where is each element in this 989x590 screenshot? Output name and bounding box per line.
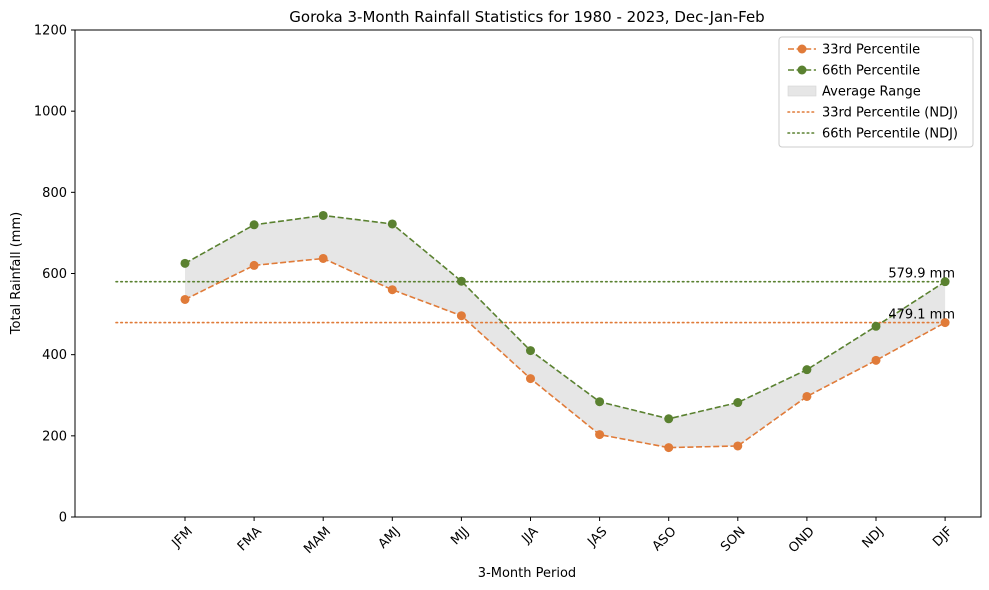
data-point-66th	[733, 398, 743, 408]
data-point-66th	[180, 258, 190, 268]
x-tick-label: MAM	[301, 524, 334, 557]
data-point-66th	[595, 397, 605, 407]
x-tick-label: JFM	[169, 524, 196, 551]
x-tick-label: JJA	[518, 524, 541, 547]
y-tick-label: 800	[42, 186, 67, 201]
y-tick-label: 600	[42, 267, 67, 282]
x-tick-label: FMA	[235, 524, 265, 554]
data-point-66th	[871, 321, 881, 331]
x-tick-label: ASO	[650, 524, 680, 554]
x-tick-label: OND	[786, 524, 818, 556]
data-point-66th	[664, 414, 674, 424]
y-tick-label: 200	[42, 429, 67, 444]
data-point-66th	[526, 346, 535, 356]
x-tick-label: NDJ	[860, 524, 887, 551]
data-point-33rd	[940, 318, 950, 328]
y-tick-label: 1200	[34, 24, 67, 39]
y-tick-label: 0	[59, 511, 67, 526]
y-tick-label: 1000	[34, 105, 67, 120]
data-point-66th	[318, 210, 328, 220]
legend-box	[778, 36, 974, 148]
x-axis-label: 3-Month Period	[478, 566, 576, 581]
data-point-33rd	[733, 441, 743, 451]
data-point-33rd	[456, 311, 466, 321]
data-point-33rd	[249, 260, 259, 270]
annotation-33rd: 479.1 mm	[888, 308, 955, 323]
annotation-66th: 579.9 mm	[888, 267, 955, 282]
data-point-66th	[387, 219, 397, 229]
x-tick-label: SON	[718, 524, 749, 555]
data-point-33rd	[318, 253, 328, 263]
legend: 33rd Percentile 66th Percentile Average Ra…	[778, 36, 974, 148]
legend-label-ref-66th: 66th Percentile (NDJ)	[822, 127, 958, 142]
series-line-66th	[184, 214, 946, 420]
data-point-33rd	[526, 374, 535, 384]
data-point-66th	[940, 277, 950, 287]
data-point-33rd	[387, 285, 397, 295]
data-point-33rd	[664, 443, 674, 453]
legend-label-ref-33rd: 33rd Percentile (NDJ)	[822, 106, 958, 121]
data-point-33rd	[802, 391, 812, 401]
x-tick-label: DJF	[930, 524, 956, 550]
average-range-band	[185, 215, 946, 448]
data-point-33rd	[595, 430, 605, 440]
y-tick-label: 400	[42, 348, 67, 363]
data-point-66th	[456, 276, 466, 286]
data-point-66th	[249, 220, 259, 230]
legend-swatch-average-range	[787, 85, 817, 97]
legend-label-series-33rd: 33rd Percentile	[822, 43, 920, 58]
series-line-33rd	[184, 257, 946, 449]
x-tick-label: AMJ	[376, 524, 404, 552]
x-tick-label: MJJ	[448, 524, 472, 548]
legend-marker-series-66th	[797, 65, 807, 75]
legend-label-series-66th: 66th Percentile	[822, 64, 920, 79]
legend-marker-series-33rd	[797, 44, 807, 54]
data-point-33rd	[180, 294, 190, 304]
legend-label-average-range: Average Range	[822, 85, 921, 100]
data-point-33rd	[871, 355, 881, 365]
x-tick-label: JAS	[584, 524, 610, 550]
data-point-66th	[802, 365, 812, 375]
y-axis-label: Total Rainfall (mm)	[9, 212, 24, 335]
chart-title: Goroka 3-Month Rainfall Statistics for 1…	[289, 8, 764, 26]
